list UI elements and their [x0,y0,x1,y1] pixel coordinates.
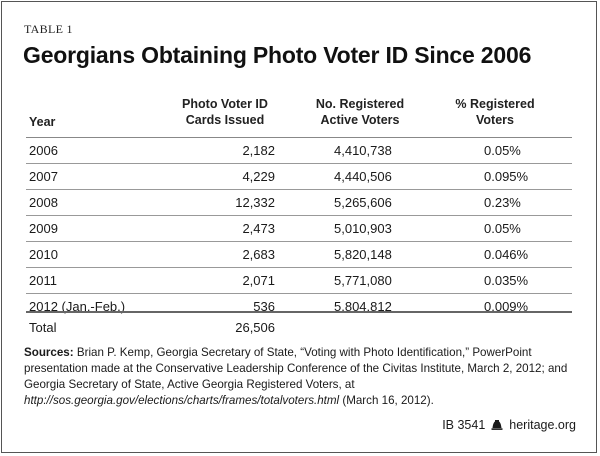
liberty-bell-icon [491,419,503,431]
table-row: 2010 2,683 5,820,148 0.046% [26,241,572,267]
cell-pct: 0.05% [484,143,521,158]
cell-registered: 5,010,903 [334,221,392,236]
sources-text-end: (March 16, 2012). [339,394,434,407]
cell-registered: 4,410,738 [334,143,392,158]
table-label: TABLE 1 [24,22,73,36]
header-reg-line1: No. Registered [315,97,405,111]
cell-year: 2011 [29,273,57,288]
sources-text: Brian P. Kemp, Georgia Secretary of Stat… [24,346,568,391]
sources-label: Sources: [24,346,74,359]
cell-cards: 2,071 [242,273,275,288]
header-pct-line1: % Registered [455,97,535,111]
cell-year: 2007 [29,169,58,184]
site-link: heritage.org [509,418,576,432]
total-row: Total 26,506 [26,320,572,340]
table-row: 2012 (Jan.-Feb.) 536 5,804,812 0.009% [26,293,572,319]
cell-year: 2010 [29,247,58,262]
cell-year: 2008 [29,195,58,210]
header-pct-line2: Voters [476,113,514,127]
cell-registered: 5,804,812 [334,299,392,314]
cell-cards: 12,332 [235,195,275,210]
sources-note: Sources: Brian P. Kemp, Georgia Secretar… [24,345,584,409]
cell-registered: 5,265,606 [334,195,392,210]
cell-year: 2012 (Jan.-Feb.) [29,299,126,314]
table-row: 2009 2,473 5,010,903 0.05% [26,215,572,241]
cell-pct: 0.05% [484,221,521,236]
total-divider [26,311,572,313]
cell-pct: 0.035% [484,273,529,288]
header-cards-line2: Cards Issued [185,113,265,127]
header-pct-registered: % Registered Voters [440,96,550,128]
brief-id: IB 3541 [442,418,486,432]
cell-pct: 0.046% [484,247,529,262]
cell-cards: 536 [253,299,275,314]
total-cards: 26,506 [235,320,275,335]
header-cards-line1: Photo Voter ID [182,97,268,111]
header-cards-issued: Photo Voter ID Cards Issued [175,96,275,128]
table-body: 2006 2,182 4,410,738 0.05% 2007 4,229 4,… [0,137,600,319]
cell-year: 2006 [29,143,58,158]
cell-registered: 5,771,080 [334,273,392,288]
cell-year: 2009 [29,221,58,236]
table-row: 2008 12,332 5,265,606 0.23% [26,189,572,215]
header-reg-line2: Active Voters [320,113,400,127]
header-registered-voters: No. Registered Active Voters [300,96,420,128]
total-label: Total [29,320,57,335]
cell-pct: 0.009% [484,299,529,314]
cell-cards: 2,683 [242,247,275,262]
cell-cards: 4,229 [242,169,275,184]
table-row: 2007 4,229 4,440,506 0.095% [26,163,572,189]
table-title: Georgians Obtaining Photo Voter ID Since… [23,42,532,68]
cell-registered: 4,440,506 [334,169,392,184]
table-header: Year Photo Voter ID Cards Issued No. Reg… [0,96,600,136]
cell-pct: 0.095% [484,169,529,184]
table-row: 2011 2,071 5,771,080 0.035% [26,267,572,293]
table-row: 2006 2,182 4,410,738 0.05% [26,137,572,163]
cell-cards: 2,182 [242,143,275,158]
cell-registered: 5,820,148 [334,247,392,262]
cell-cards: 2,473 [242,221,275,236]
sources-url: http://sos.georgia.gov/elections/charts/… [24,394,340,407]
header-year: Year [29,115,56,129]
footer: IB 3541 heritage.org [442,418,576,432]
cell-pct: 0.23% [484,195,521,210]
